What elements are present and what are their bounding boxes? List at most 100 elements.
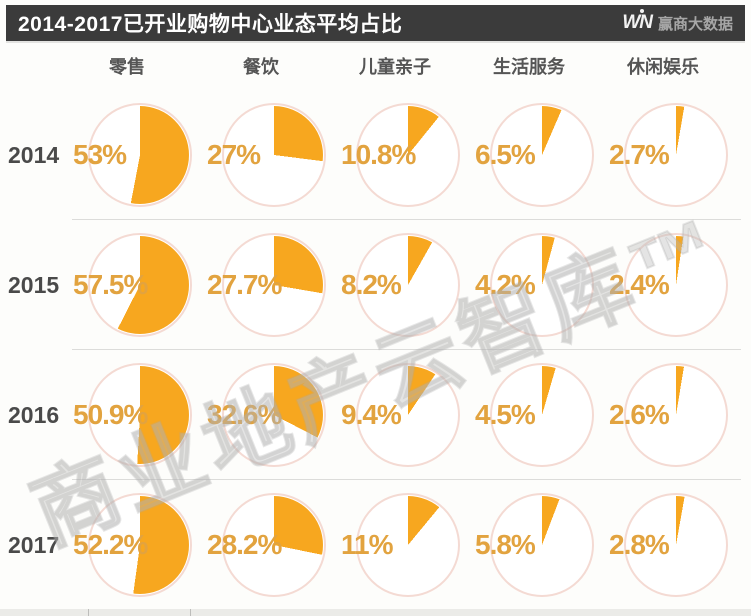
pie-circle <box>88 493 192 597</box>
pie-cell: 57.5% <box>72 220 206 350</box>
pie-wedge <box>225 366 323 464</box>
percent-label: 2.6% <box>609 399 670 430</box>
year-label: 2015 <box>8 271 60 298</box>
pie-circle <box>356 493 460 597</box>
win-logo-icon: WN <box>622 9 654 34</box>
percent-label: 27.7% <box>207 269 282 300</box>
pie-wedge <box>91 366 189 464</box>
percent-label: 4.5% <box>475 399 536 430</box>
pie-cell: 2.7% <box>608 90 742 220</box>
pie-circle <box>222 233 326 337</box>
pie-wedge <box>493 366 591 464</box>
pie-cell: 10.8% <box>340 90 474 220</box>
percent-label: 52.2% <box>73 529 148 560</box>
percent-label: 5.8% <box>475 529 536 560</box>
column-header-3: 儿童亲子 <box>359 56 431 77</box>
year-row-2015: 2015 57.5% 27.7% 8.2% 4.2% 2.4% <box>0 220 751 350</box>
logo-brand-text: 赢商大数据 <box>657 15 733 33</box>
percent-label: 4.2% <box>475 269 536 300</box>
percent-label: 2.4% <box>609 269 670 300</box>
pie-cell: 5.8% <box>474 480 608 610</box>
title-bar: 2014-2017已开业购物中心业态平均占比 WN 赢商大数据 <box>6 5 745 41</box>
pie-cell: 2.6% <box>608 350 742 480</box>
pie-circle <box>490 363 594 467</box>
pie-circle <box>222 103 326 207</box>
pie-cell: 2.8% <box>608 480 742 610</box>
pie-cell: 52.2% <box>72 480 206 610</box>
percent-label: 32.6% <box>207 399 282 430</box>
pie-wedge <box>359 106 457 204</box>
page-title: 2014-2017已开业购物中心业态平均占比 <box>18 13 403 36</box>
pie-circle <box>88 233 192 337</box>
column-header-2: 餐饮 <box>243 56 279 77</box>
pie-circle <box>624 233 728 337</box>
column-header-row: 零售 餐饮 儿童亲子 生活服务 休闲娱乐 <box>0 41 751 90</box>
percent-label: 2.8% <box>609 529 670 560</box>
pie-wedge <box>493 236 591 334</box>
pie-wedge <box>91 236 189 334</box>
pie-wedge <box>627 496 725 594</box>
pie-circle <box>490 493 594 597</box>
percent-label: 8.2% <box>341 269 402 300</box>
percent-label: 50.9% <box>73 399 148 430</box>
pie-circle <box>490 233 594 337</box>
pie-circle <box>624 103 728 207</box>
pie-cell: 4.2% <box>474 220 608 350</box>
pie-cell: 11% <box>340 480 474 610</box>
pie-wedge <box>359 496 457 594</box>
pie-circle <box>624 363 728 467</box>
percent-label: 6.5% <box>475 139 536 170</box>
pie-cell: 8.2% <box>340 220 474 350</box>
column-header-1: 零售 <box>109 56 145 77</box>
footer-divider <box>190 609 191 616</box>
percent-label: 57.5% <box>73 269 148 300</box>
pie-cell: 6.5% <box>474 90 608 220</box>
pie-wedge <box>627 236 725 334</box>
year-label: 2017 <box>8 531 60 558</box>
pie-wedge <box>225 236 323 334</box>
pie-cell: 27% <box>206 90 340 220</box>
pie-circle <box>222 493 326 597</box>
year-label: 2016 <box>8 401 60 428</box>
pie-circle <box>624 493 728 597</box>
pie-cell: 32.6% <box>206 350 340 480</box>
pie-cell: 27.7% <box>206 220 340 350</box>
year-row-2014: 2014 53% 27% 10.8% 6.5% 2.7% <box>0 90 751 220</box>
pie-wedge <box>493 496 591 594</box>
footer-divider <box>88 609 89 616</box>
year-label: 2014 <box>8 141 60 168</box>
pie-circle <box>88 363 192 467</box>
pie-wedge <box>359 366 457 464</box>
pie-wedge <box>493 106 591 204</box>
footer-strip <box>0 609 751 616</box>
percent-label: 11% <box>341 529 393 560</box>
percent-label: 2.7% <box>609 139 670 170</box>
pie-wedge <box>359 236 457 334</box>
pie-circle <box>356 103 460 207</box>
pie-cell: 2.4% <box>608 220 742 350</box>
pie-wedge <box>627 106 725 204</box>
percent-label: 9.4% <box>341 399 402 430</box>
year-row-2017: 2017 52.2% 28.2% 11% 5.8% 2.8% <box>0 480 751 610</box>
pie-wedge <box>627 366 725 464</box>
pie-wedge <box>225 496 323 594</box>
pie-cell: 28.2% <box>206 480 340 610</box>
pie-cell: 9.4% <box>340 350 474 480</box>
pie-circle <box>88 103 192 207</box>
winshang-logo: WN 赢商大数据 <box>622 9 733 34</box>
percent-label: 53% <box>73 139 127 170</box>
pie-cell: 50.9% <box>72 350 206 480</box>
pie-cell: 4.5% <box>474 350 608 480</box>
percent-label: 28.2% <box>207 529 282 560</box>
percent-label: 10.8% <box>341 139 416 170</box>
column-header-5: 休闲娱乐 <box>627 56 699 77</box>
pie-circle <box>356 233 460 337</box>
pie-cell: 53% <box>72 90 206 220</box>
column-header-4: 生活服务 <box>493 56 565 77</box>
year-row-2016: 2016 50.9% 32.6% 9.4% 4.5% 2.6% <box>0 350 751 480</box>
pie-circle <box>222 363 326 467</box>
pie-circle <box>356 363 460 467</box>
pie-wedge <box>225 106 323 204</box>
pie-wedge <box>91 106 189 204</box>
